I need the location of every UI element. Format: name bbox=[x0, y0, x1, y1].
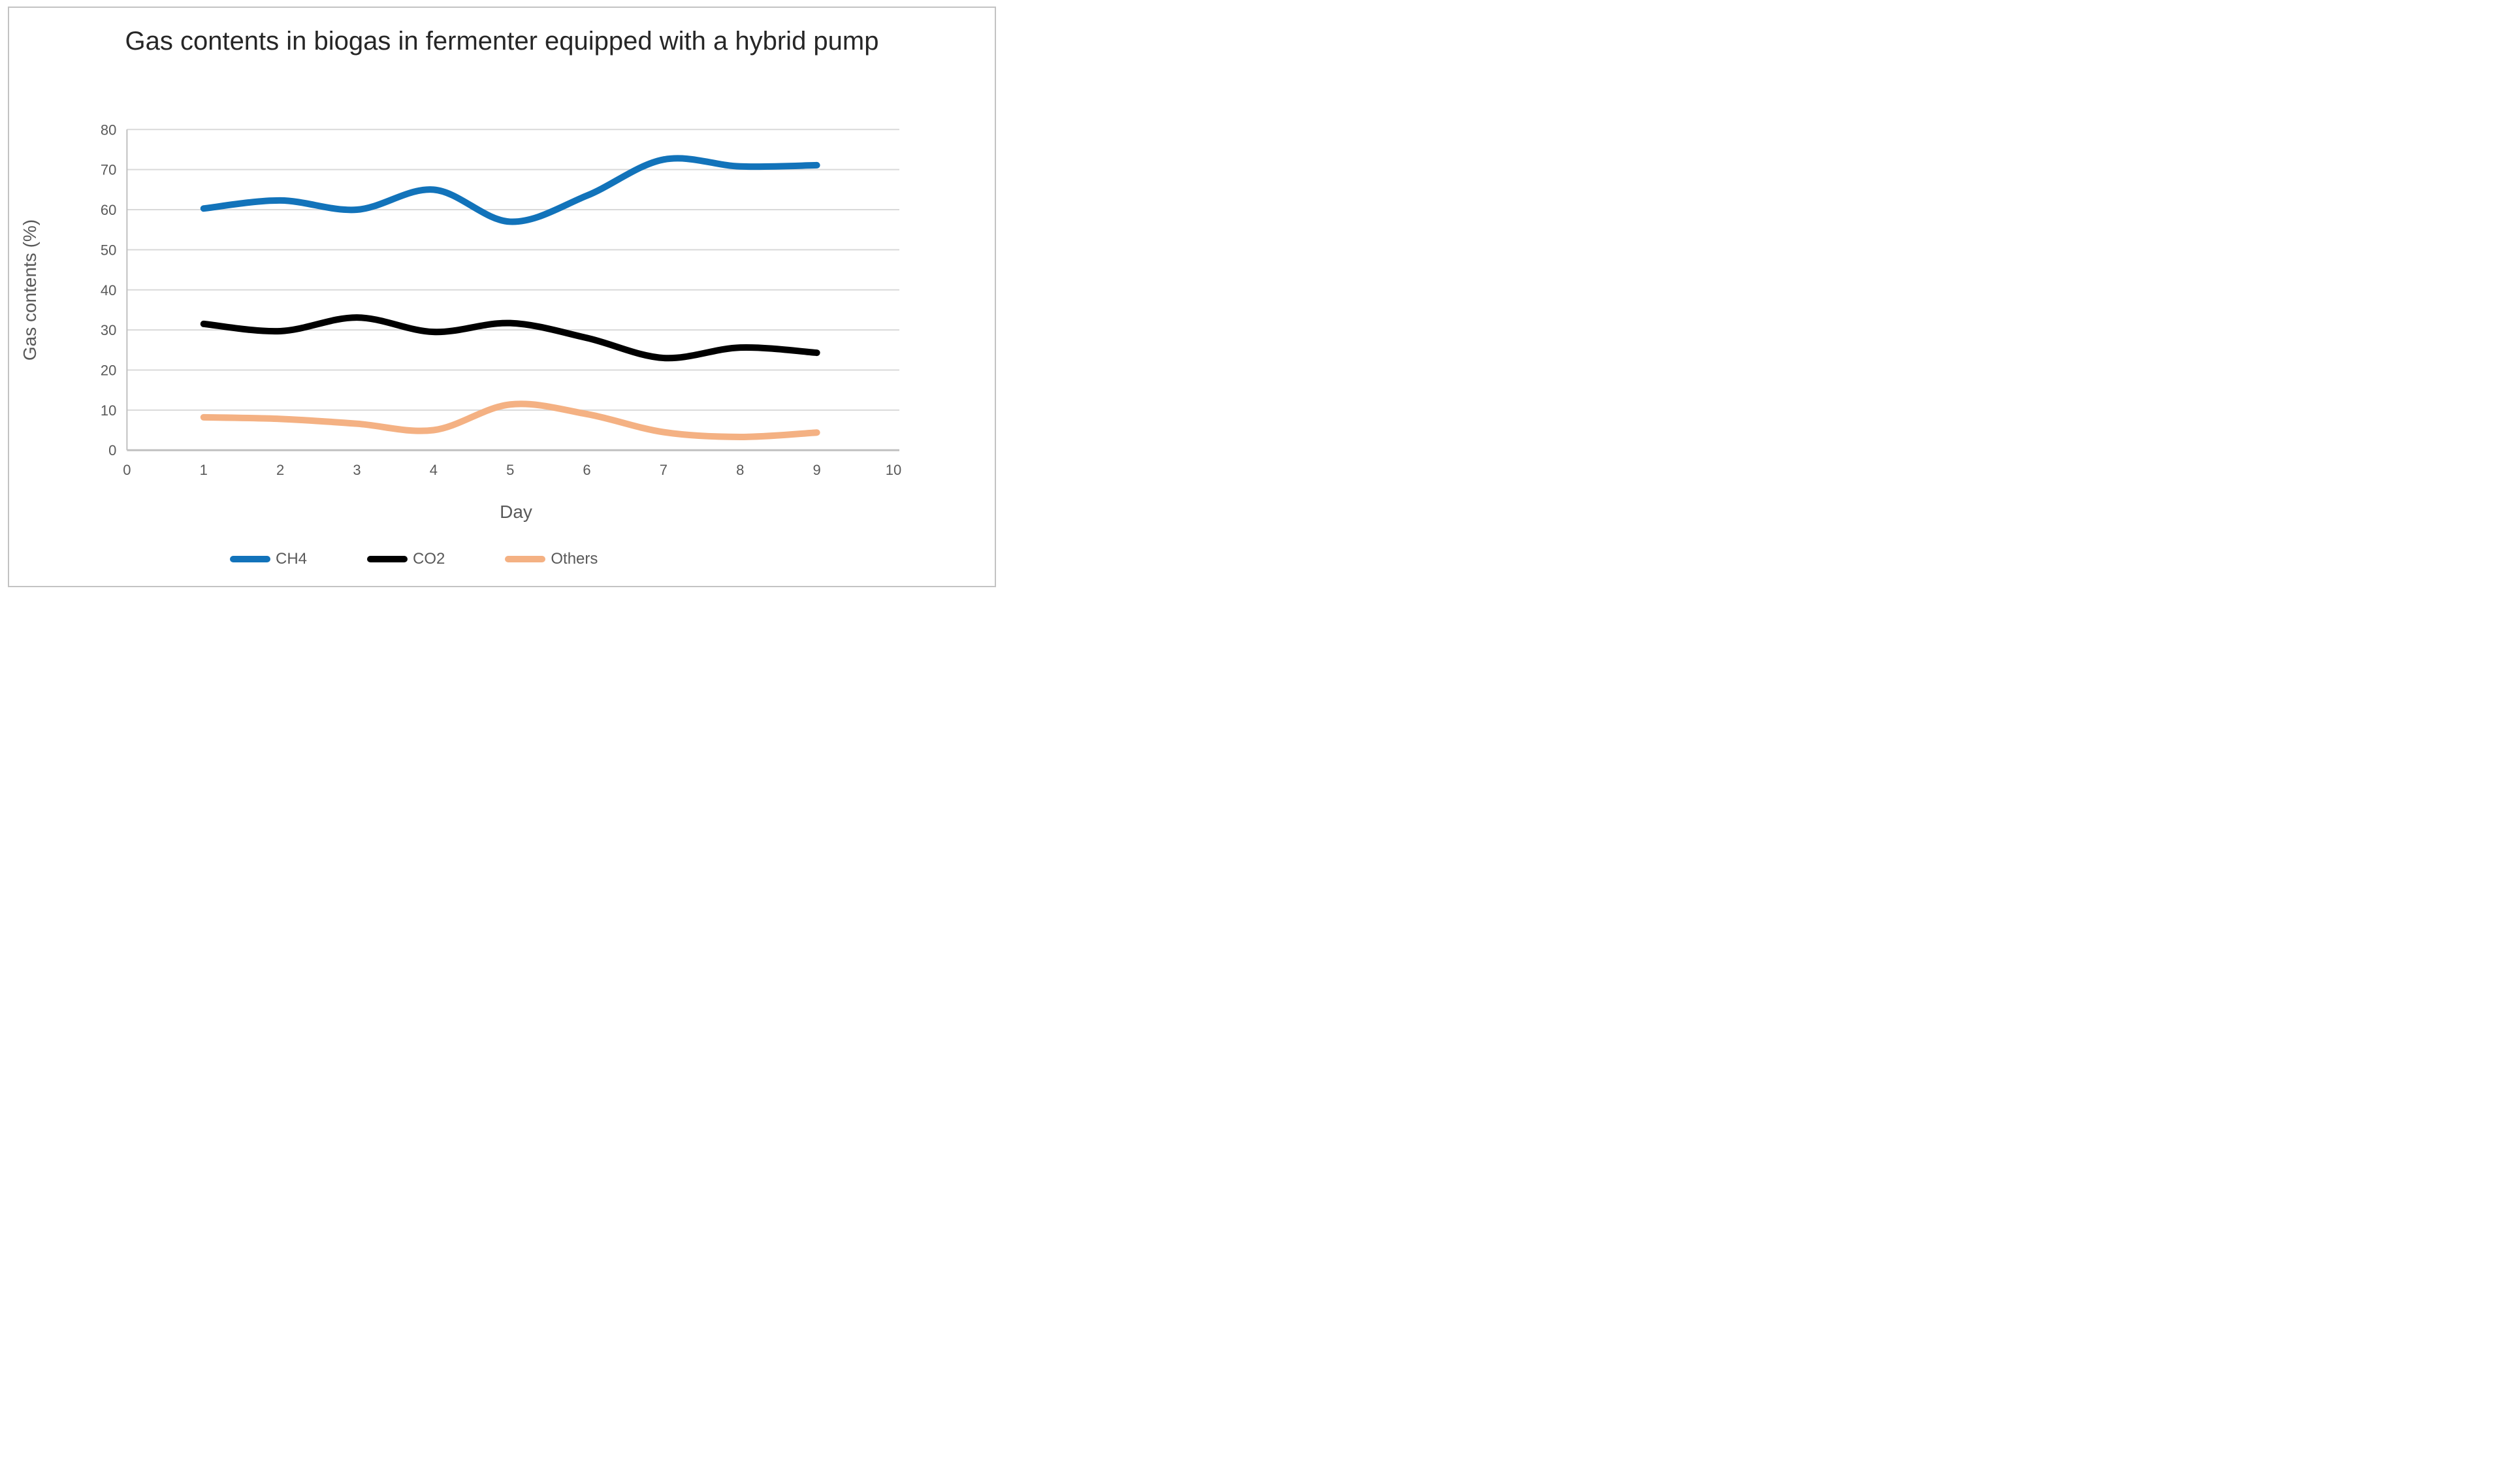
series-line-co2 bbox=[200, 314, 820, 362]
x-tick-label: 2 bbox=[276, 462, 284, 478]
y-tick-label: 0 bbox=[108, 442, 116, 459]
x-tick-label: 7 bbox=[660, 462, 668, 478]
x-tick-label: 6 bbox=[583, 462, 590, 478]
x-tick-label: 4 bbox=[430, 462, 438, 478]
legend-line-others-icon bbox=[505, 556, 546, 562]
y-tick-label: 80 bbox=[101, 121, 116, 138]
x-axis-title: Day bbox=[500, 502, 532, 522]
x-tick-label: 8 bbox=[736, 462, 744, 478]
legend-item-co2: CO2 bbox=[367, 550, 445, 568]
y-tick-label: 70 bbox=[101, 162, 116, 178]
legend-line-co2-icon bbox=[367, 556, 408, 562]
y-tick-label: 40 bbox=[101, 282, 116, 298]
plot-area: 0 10 20 30 40 50 60 70 80 0 1 2 3 4 5 6 7 8 9 10 bbox=[101, 121, 901, 478]
legend-label-others: Others bbox=[551, 550, 598, 568]
x-tick-label: 3 bbox=[353, 462, 361, 478]
legend-item-ch4: CH4 bbox=[230, 550, 307, 568]
x-tick-label: 10 bbox=[886, 462, 901, 478]
chart-frame: Gas contents in biogas in fermenter equi… bbox=[0, 0, 1004, 594]
y-tick-label: 10 bbox=[101, 402, 116, 419]
legend-item-others: Others bbox=[505, 550, 598, 568]
x-tick-label: 0 bbox=[123, 462, 131, 478]
series-line-others bbox=[200, 400, 820, 440]
legend-line-ch4-icon bbox=[230, 556, 270, 562]
series-line-ch4 bbox=[200, 155, 820, 225]
x-tick-label: 5 bbox=[506, 462, 514, 478]
x-tick-label: 1 bbox=[200, 462, 208, 478]
y-tick-label: 20 bbox=[101, 362, 116, 378]
legend: CH4 CO2 Others bbox=[230, 550, 598, 568]
x-tick-label: 9 bbox=[813, 462, 821, 478]
y-tick-label: 30 bbox=[101, 322, 116, 338]
chart-title: Gas contents in biogas in fermenter equi… bbox=[125, 27, 879, 56]
legend-label-co2: CO2 bbox=[413, 550, 445, 568]
y-tick-label: 60 bbox=[101, 202, 116, 218]
legend-label-ch4: CH4 bbox=[276, 550, 308, 568]
y-tick-label: 50 bbox=[101, 242, 116, 258]
